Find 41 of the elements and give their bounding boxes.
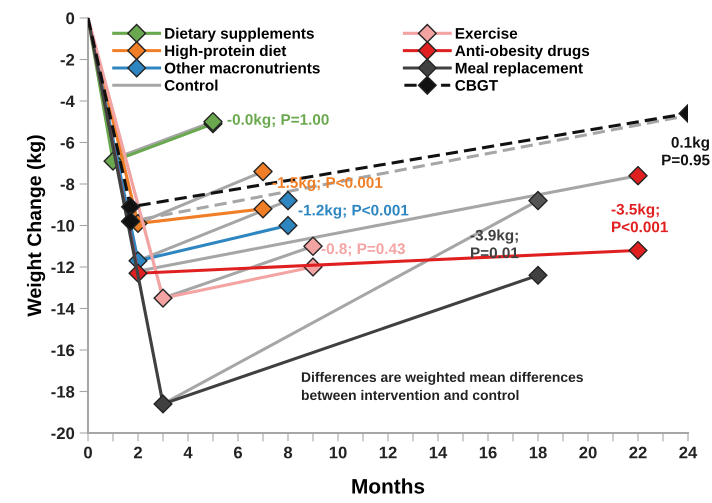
y-tick-label: -14 bbox=[51, 303, 75, 315]
annotation: -1.2kg; P<0.001 bbox=[298, 204, 408, 219]
y-tick-label: -20 bbox=[51, 427, 74, 440]
y-tick-label: -2 bbox=[60, 54, 74, 66]
legend-label: High-protein diet bbox=[165, 44, 286, 60]
x-tick-label: 8 bbox=[284, 446, 292, 458]
x-axis-title: Months bbox=[352, 478, 424, 494]
y-tick-label: -12 bbox=[51, 261, 74, 274]
x-tick-label: 18 bbox=[530, 446, 547, 458]
x-tick-label: 22 bbox=[629, 446, 647, 458]
annotation: -1.5kg; P<0.001 bbox=[272, 176, 382, 192]
y-axis-title: Weight Change (kg) bbox=[26, 135, 46, 317]
y-tick-label: -10 bbox=[51, 220, 74, 232]
x-tick-label: 24 bbox=[679, 446, 698, 458]
legend-label: Meal replacement bbox=[456, 62, 583, 77]
annotation: -3.5kg; P<0.001 bbox=[612, 203, 668, 232]
x-tick-label: 12 bbox=[380, 446, 397, 458]
annotation: -0.8; P=0.43 bbox=[322, 243, 405, 256]
y-tick-label: -18 bbox=[51, 386, 74, 398]
legend-label: Control bbox=[164, 80, 218, 91]
annotation: Differences are weighted mean differences between intervention and control bbox=[302, 372, 583, 400]
legend-label: Anti-obesity drugs bbox=[455, 44, 590, 60]
legend-label: Exercise bbox=[456, 28, 518, 39]
y-tick-label: -6 bbox=[60, 136, 74, 149]
x-tick-label: 14 bbox=[430, 446, 448, 458]
y-tick-label: -4 bbox=[60, 96, 75, 108]
legend-label: Other macronutrients bbox=[164, 62, 320, 74]
legend-label: CBGT bbox=[455, 80, 498, 91]
y-tick-label: 0 bbox=[66, 12, 74, 24]
x-tick-label: 20 bbox=[579, 446, 597, 458]
annotation: -0.0kg; P=1.00 bbox=[228, 114, 329, 128]
y-tick-label: -8 bbox=[60, 178, 74, 190]
annotation: 0.1kg P=0.95 bbox=[662, 136, 710, 166]
x-tick-label: 16 bbox=[480, 446, 497, 458]
legend-label: Dietary supplements bbox=[165, 28, 314, 42]
x-tick-label: 0 bbox=[84, 446, 92, 458]
x-tick-label: 6 bbox=[234, 446, 242, 458]
x-tick-label: 4 bbox=[184, 446, 193, 458]
x-tick-label: 2 bbox=[134, 446, 142, 458]
y-tick-label: -16 bbox=[51, 344, 74, 356]
x-tick-label: 10 bbox=[330, 446, 347, 458]
